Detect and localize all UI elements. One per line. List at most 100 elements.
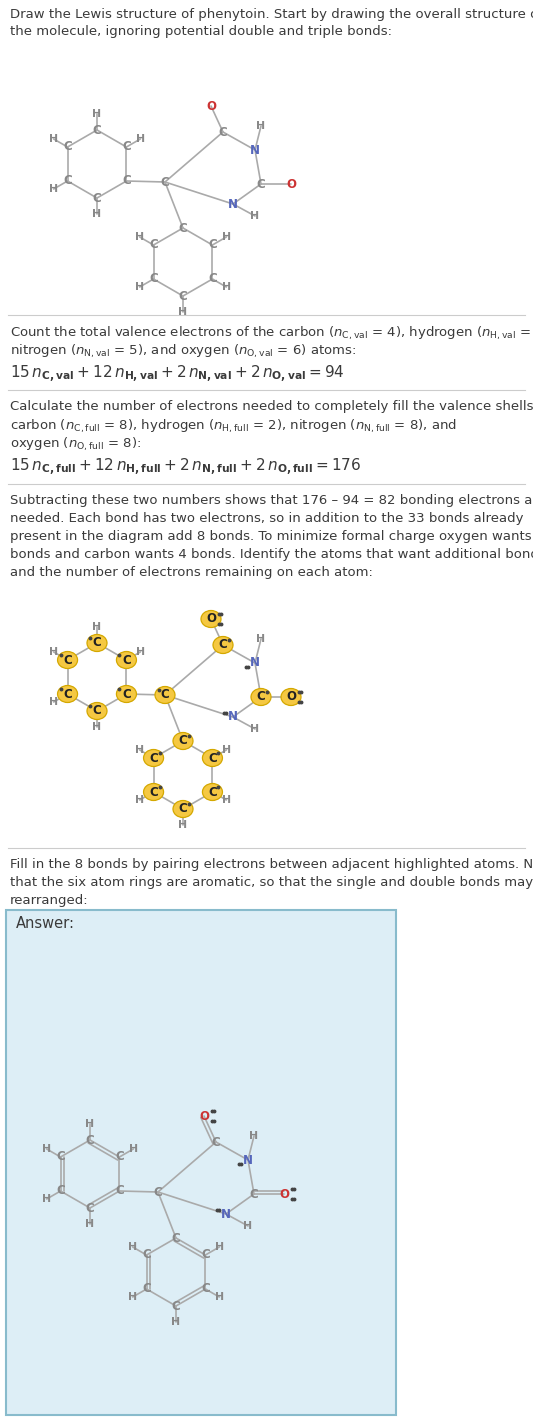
Ellipse shape [281, 688, 301, 705]
Text: bonds and carbon wants 4 bonds. Identify the atoms that want additional bonds: bonds and carbon wants 4 bonds. Identify… [10, 547, 533, 562]
Text: H: H [49, 183, 58, 193]
Text: O: O [286, 178, 296, 191]
Text: N: N [250, 144, 260, 156]
Text: needed. Each bond has two electrons, so in addition to the 33 bonds already: needed. Each bond has two electrons, so … [10, 512, 523, 525]
Text: Subtracting these two numbers shows that 176 – 94 = 82 bonding electrons are: Subtracting these two numbers shows that… [10, 493, 533, 508]
Text: H: H [49, 697, 58, 707]
Text: carbon ($n_\mathregular{C,full}$ = 8), hydrogen ($n_\mathregular{H,full}$ = 2), : carbon ($n_\mathregular{C,full}$ = 8), h… [10, 418, 457, 435]
Text: C: C [63, 175, 72, 188]
Text: C: C [93, 704, 101, 718]
Text: C: C [122, 175, 131, 188]
Text: Fill in the 8 bonds by pairing electrons between adjacent highlighted atoms. Not: Fill in the 8 bonds by pairing electrons… [10, 857, 533, 872]
Text: C: C [149, 751, 158, 765]
Text: N: N [243, 1153, 253, 1166]
Ellipse shape [173, 801, 193, 818]
Ellipse shape [251, 688, 271, 705]
Ellipse shape [201, 610, 221, 627]
Text: H: H [222, 282, 231, 292]
Text: C: C [208, 239, 217, 252]
Text: H: H [85, 1219, 94, 1229]
Text: O: O [279, 1187, 289, 1200]
Text: H: H [49, 134, 58, 144]
Text: N: N [250, 657, 260, 670]
Text: C: C [179, 802, 188, 815]
Text: O: O [286, 691, 296, 704]
Text: $15\,n_\mathregular{C,val} + 12\,n_\mathregular{H,val} + 2\,n_\mathregular{N,val: $15\,n_\mathregular{C,val} + 12\,n_\math… [10, 364, 344, 385]
Ellipse shape [143, 749, 164, 766]
Ellipse shape [203, 749, 222, 766]
Text: C: C [172, 1231, 180, 1244]
Text: H: H [251, 724, 260, 734]
Text: H: H [128, 1293, 138, 1303]
Text: C: C [93, 124, 101, 137]
Text: C: C [149, 239, 158, 252]
Text: H: H [179, 820, 188, 830]
Text: H: H [222, 232, 231, 242]
Ellipse shape [173, 732, 193, 749]
Text: C: C [115, 1150, 124, 1163]
Ellipse shape [213, 637, 233, 654]
Text: O: O [199, 1109, 209, 1122]
Ellipse shape [116, 685, 136, 702]
Text: O: O [206, 100, 216, 112]
Text: H: H [85, 1119, 94, 1129]
Text: C: C [219, 638, 228, 651]
Text: H: H [222, 795, 231, 805]
Text: H: H [222, 745, 231, 755]
Text: oxygen ($n_\mathregular{O,full}$ = 8):: oxygen ($n_\mathregular{O,full}$ = 8): [10, 437, 141, 454]
Text: H: H [92, 109, 102, 119]
Text: C: C [201, 1249, 210, 1261]
Text: C: C [201, 1283, 210, 1295]
Text: C: C [122, 654, 131, 667]
Ellipse shape [87, 702, 107, 720]
Text: H: H [256, 634, 265, 644]
Text: C: C [160, 688, 169, 701]
Ellipse shape [58, 685, 78, 702]
Text: H: H [42, 1194, 51, 1204]
Text: H: H [215, 1241, 224, 1251]
Text: H: H [136, 647, 145, 657]
Text: C: C [93, 192, 101, 205]
Text: C: C [219, 125, 228, 138]
Text: O: O [206, 613, 216, 626]
Text: N: N [221, 1207, 231, 1220]
Text: H: H [128, 1241, 138, 1251]
Text: C: C [93, 637, 101, 650]
Text: C: C [149, 785, 158, 799]
Text: H: H [136, 134, 145, 144]
Text: H: H [42, 1145, 51, 1155]
Ellipse shape [87, 634, 107, 651]
Text: and the number of electrons remaining on each atom:: and the number of electrons remaining on… [10, 566, 373, 579]
Text: Calculate the number of electrons needed to completely fill the valence shells f: Calculate the number of electrons needed… [10, 400, 533, 412]
Ellipse shape [58, 651, 78, 668]
Text: N: N [228, 198, 238, 210]
Text: C: C [142, 1283, 151, 1295]
FancyBboxPatch shape [6, 910, 396, 1415]
Text: C: C [56, 1185, 65, 1197]
Ellipse shape [155, 687, 175, 704]
Text: C: C [122, 687, 131, 701]
Text: H: H [249, 1130, 259, 1140]
Text: rearranged:: rearranged: [10, 894, 88, 907]
Text: C: C [212, 1136, 220, 1149]
Text: C: C [179, 735, 188, 748]
Text: C: C [172, 1300, 180, 1313]
Text: C: C [154, 1186, 163, 1199]
Text: C: C [122, 141, 131, 154]
Text: C: C [208, 273, 217, 286]
Text: H: H [92, 722, 102, 732]
Text: H: H [135, 232, 144, 242]
Text: Count the total valence electrons of the carbon ($n_\mathregular{C,val}$ = 4), h: Count the total valence electrons of the… [10, 326, 533, 343]
Text: C: C [160, 175, 169, 189]
Text: C: C [249, 1187, 259, 1200]
Text: Answer:: Answer: [16, 916, 75, 931]
Text: C: C [63, 654, 72, 667]
Text: H: H [256, 121, 265, 131]
Text: C: C [208, 785, 217, 799]
Text: $15\,n_\mathregular{C,full} + 12\,n_\mathregular{H,full} + 2\,n_\mathregular{N,f: $15\,n_\mathregular{C,full} + 12\,n_\mat… [10, 456, 361, 478]
Text: C: C [179, 222, 188, 235]
Text: C: C [256, 691, 265, 704]
Text: H: H [179, 307, 188, 317]
Text: C: C [115, 1185, 124, 1197]
Text: C: C [256, 178, 265, 191]
